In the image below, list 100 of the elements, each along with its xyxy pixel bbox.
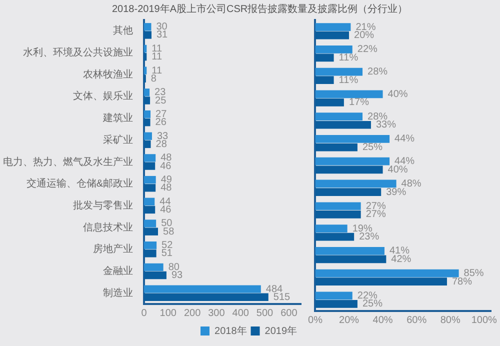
data-label: 27% <box>366 209 386 220</box>
y-tick-label: 电力、热力、燃气及水生产业 <box>3 156 133 168</box>
bar <box>315 76 334 84</box>
y-tick-label: 农林牧渔业 <box>83 68 133 80</box>
data-label: 31 <box>156 30 168 41</box>
bar <box>144 96 150 104</box>
bar <box>144 176 156 184</box>
bar <box>315 269 459 278</box>
chart-title: 2018-2019年A股上市公司CSR报告披露数量及披露比例（分行业） <box>112 2 408 16</box>
data-label: 20% <box>354 30 374 42</box>
bar <box>315 31 350 40</box>
bar <box>315 157 390 166</box>
bar <box>144 271 166 280</box>
data-label: 51 <box>161 248 173 260</box>
y-tick-label: 信息技术业 <box>83 221 133 234</box>
data-label: 46 <box>160 160 172 172</box>
data-label: 11% <box>338 52 358 64</box>
data-label: 33% <box>376 120 396 131</box>
data-label: 11 <box>152 52 162 63</box>
bar <box>315 98 344 106</box>
data-label: 42% <box>391 254 412 265</box>
bar <box>315 112 363 121</box>
y-tick-label: 采矿业 <box>103 134 133 146</box>
y-tick-label: 其他 <box>113 24 133 37</box>
x-tick-label: 300 <box>208 308 226 319</box>
bar <box>315 278 447 286</box>
data-label: 44% <box>394 134 415 145</box>
bar <box>144 132 152 140</box>
bar <box>315 246 384 255</box>
bar <box>315 292 352 300</box>
data-label: 46 <box>160 204 172 216</box>
data-label: 39% <box>386 186 406 198</box>
legend-label: 2019年 <box>264 324 298 337</box>
data-label: 40% <box>388 88 408 100</box>
x-tick-label: 0% <box>308 314 323 326</box>
data-label: 11% <box>338 74 358 86</box>
bar <box>144 293 268 301</box>
data-label: 28% <box>368 66 388 78</box>
data-label: 25 <box>155 95 167 106</box>
bar <box>315 68 363 76</box>
data-label: 28 <box>156 138 168 150</box>
bar <box>144 184 156 192</box>
x-tick-label: 200 <box>184 308 202 319</box>
y-tick-label: 批发与零售业 <box>73 199 133 212</box>
data-label: 8 <box>150 73 157 84</box>
bar <box>144 88 150 96</box>
bar <box>315 180 396 188</box>
bar <box>315 224 348 232</box>
x-tick-label: 80% <box>440 314 460 326</box>
bar <box>144 250 156 258</box>
x-tick-label: 400 <box>232 308 250 319</box>
x-tick-label: 100 <box>160 308 177 319</box>
data-label: 23% <box>359 232 380 243</box>
data-label: 58 <box>163 226 175 238</box>
x-tick-label: 40% <box>372 314 393 326</box>
x-tick-label: 500 <box>256 308 274 319</box>
bar <box>144 154 156 162</box>
y-tick-label: 文体、娱乐业 <box>73 90 133 102</box>
bar <box>315 143 358 152</box>
x-tick-label: 600 <box>280 308 298 319</box>
bar <box>315 255 386 264</box>
data-label: 93 <box>171 270 184 282</box>
bar <box>144 31 152 39</box>
x-tick-label: 0 <box>141 308 148 319</box>
bar <box>315 120 371 129</box>
data-label: 25% <box>362 142 383 154</box>
bar <box>315 23 351 31</box>
data-label: 22% <box>357 44 378 56</box>
bar <box>144 206 156 214</box>
bar <box>144 263 164 272</box>
y-tick-label: 制造业 <box>103 286 133 299</box>
bar <box>144 198 155 206</box>
bar <box>144 242 157 250</box>
y-tick-label: 建筑业 <box>102 112 133 124</box>
bar <box>144 23 152 31</box>
bar <box>315 54 334 62</box>
bar <box>144 140 151 148</box>
bar <box>315 188 382 196</box>
bar <box>315 46 352 54</box>
bar <box>144 52 147 61</box>
bar <box>144 118 150 126</box>
y-tick-label: 金融业 <box>103 264 133 277</box>
data-label: 26 <box>155 117 167 128</box>
bar <box>315 202 361 210</box>
data-label: 25% <box>362 298 383 310</box>
bar <box>144 220 156 228</box>
data-label: 515 <box>273 292 291 303</box>
y-tick-label: 房地产业 <box>93 243 133 256</box>
data-label: 48 <box>160 182 172 194</box>
x-tick-label: 20% <box>339 314 360 326</box>
data-label: 40% <box>388 164 408 176</box>
legend-label: 2018年 <box>214 324 247 337</box>
bar <box>315 135 390 143</box>
data-label: 48% <box>401 178 422 190</box>
bar <box>144 162 156 170</box>
bar <box>315 300 358 308</box>
bar <box>315 166 383 174</box>
bar <box>144 285 261 293</box>
bar <box>144 228 158 236</box>
y-tick-label: 交通运输、仓储&邮政业 <box>26 178 133 190</box>
